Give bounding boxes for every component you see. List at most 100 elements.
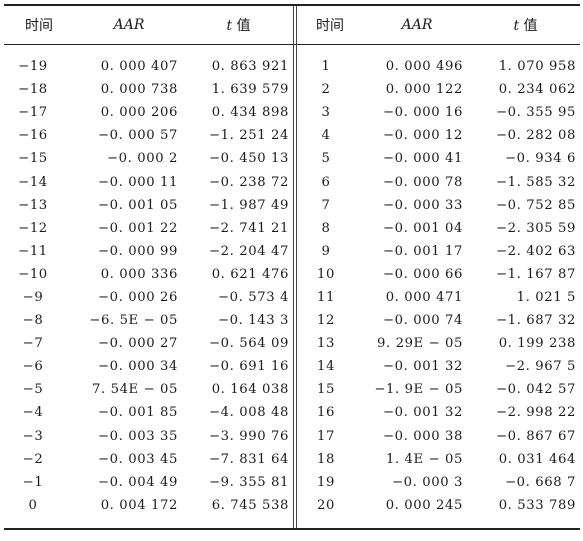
time-cell: −12 (18, 220, 48, 236)
time-cell: 0 (28, 497, 38, 513)
time-cell: −13 (18, 197, 48, 213)
aar-cell: −0. 001 04 (383, 220, 463, 236)
table-row: −4 −0. 001 85 −4. 008 48 (4, 401, 293, 424)
t-value-cell: 0. 031 464 (498, 451, 576, 467)
aar-cell: 0. 000 471 (385, 289, 463, 305)
table-row: 13 9. 29E − 05 0. 199 238 (297, 332, 580, 355)
t-value-cell: −0. 450 13 (209, 151, 289, 167)
time-cell: −1 (22, 474, 44, 490)
time-cell: −11 (18, 243, 48, 259)
aar-cell: 9. 29E − 05 (377, 336, 463, 352)
aar-cell: 0. 000 407 (100, 59, 178, 75)
table-row: −10 0. 000 336 0. 621 476 (4, 263, 293, 286)
t-value-cell: −0. 867 67 (496, 428, 576, 444)
table-row: 17 −0. 000 38 −0. 867 67 (297, 425, 580, 448)
t-value-cell: −2. 967 5 (505, 359, 576, 375)
header-aar: AAR (401, 17, 433, 33)
time-cell: −4 (22, 405, 44, 421)
table-row: −18 0. 000 738 1. 639 579 (4, 78, 293, 101)
aar-cell: −0. 000 11 (98, 174, 178, 190)
t-value-cell: −2. 305 59 (496, 220, 576, 236)
table-row: −7 −0. 000 27 −0. 564 09 (4, 332, 293, 355)
table-row: −1 −0. 004 49 −9. 355 81 (4, 471, 293, 494)
table-row: 6 −0. 000 78 −1. 585 32 (297, 170, 580, 193)
aar-cell: −0. 000 27 (98, 336, 178, 352)
aar-cell: −0. 000 99 (98, 243, 178, 259)
t-value-cell: −3. 990 76 (209, 428, 289, 444)
table-row: 1 0. 000 496 1. 070 958 (297, 55, 580, 78)
aar-cell: −1. 9E − 05 (374, 382, 463, 398)
time-cell: 4 (321, 128, 331, 144)
header-time: 时间 (25, 18, 53, 34)
t-value-cell: −4. 008 48 (209, 405, 289, 421)
header-t-symbol: t (513, 18, 520, 34)
table-row: −11 −0. 000 99 −2. 204 47 (4, 240, 293, 263)
table-row: −19 0. 000 407 0. 863 921 (4, 55, 293, 78)
time-cell: 18 (317, 451, 335, 467)
time-cell: −3 (22, 428, 44, 444)
aar-cell: −0. 000 3 (392, 474, 463, 490)
time-cell: 11 (317, 289, 335, 305)
aar-cell: −0. 000 26 (98, 289, 178, 305)
time-cell: 14 (317, 359, 335, 375)
time-cell: 15 (317, 382, 335, 398)
table-row: −6 −0. 000 34 −0. 691 16 (4, 355, 293, 378)
top-rule (4, 4, 580, 6)
table-row: 15 −1. 9E − 05 −0. 042 57 (297, 378, 580, 401)
table-row: −17 0. 000 206 0. 434 898 (4, 101, 293, 124)
time-cell: 3 (321, 105, 331, 121)
header-t-word: 值 (519, 18, 538, 34)
time-cell: 10 (317, 266, 335, 282)
table-row: −15 −0. 000 2 −0. 450 13 (4, 147, 293, 170)
t-value-cell: −0. 752 85 (496, 197, 576, 213)
time-cell: −14 (18, 174, 48, 190)
time-cell: −6 (22, 359, 44, 375)
table-row: 5 −0. 000 41 −0. 934 6 (297, 147, 580, 170)
aar-cell: −0. 000 2 (107, 151, 178, 167)
table-row: 2 0. 000 122 0. 234 062 (297, 78, 580, 101)
aar-cell: −0. 001 32 (383, 405, 463, 421)
time-cell: 13 (317, 336, 335, 352)
time-cell: 7 (321, 197, 331, 213)
double-divider-left-line (293, 6, 294, 528)
aar-cell: −0. 000 12 (383, 128, 463, 144)
time-cell: −18 (18, 82, 48, 98)
header-t-value: t 值 (471, 15, 580, 35)
t-value-cell: 1. 639 579 (211, 82, 289, 98)
time-cell: −8 (22, 313, 44, 329)
time-cell: −19 (18, 59, 48, 75)
table-row: 3 −0. 000 16 −0. 355 95 (297, 101, 580, 124)
bottom-rule (4, 528, 580, 530)
aar-cell: 0. 000 245 (385, 497, 463, 513)
table-row: −13 −0. 001 05 −1. 987 49 (4, 194, 293, 217)
aar-cell: −6. 5E − 05 (89, 313, 178, 329)
time-cell: −2 (22, 451, 44, 467)
aar-cell: −0. 001 22 (98, 220, 178, 236)
aar-cell: 0. 000 336 (100, 266, 178, 282)
aar-cell: −0. 001 85 (98, 405, 178, 421)
aar-cell: −0. 003 35 (98, 428, 178, 444)
table-row: 7 −0. 000 33 −0. 752 85 (297, 194, 580, 217)
table-row: −16 −0. 000 57 −1. 251 24 (4, 124, 293, 147)
left-half: 时间 AAR t 值 −19 0. 000 407 0. 863 921 −18 0. … (4, 6, 293, 517)
t-value-cell: −0. 282 08 (496, 128, 576, 144)
t-value-cell: −0. 355 95 (496, 105, 576, 121)
table-row: −9 −0. 000 26 −0. 573 4 (4, 286, 293, 309)
time-cell: 1 (321, 59, 331, 75)
t-value-cell: 0. 434 898 (211, 105, 289, 121)
header-time: 时间 (316, 18, 344, 34)
aar-cell: 0. 000 738 (100, 82, 178, 98)
header-aar: AAR (113, 17, 145, 33)
t-value-cell: −1. 987 49 (209, 197, 289, 213)
t-value-cell: −1. 251 24 (209, 128, 289, 144)
t-value-cell: −0. 691 16 (209, 359, 289, 375)
t-value-cell: −0. 238 72 (209, 174, 289, 190)
aar-cell: −0. 000 34 (98, 359, 178, 375)
header-rule (4, 44, 580, 45)
t-value-cell: −0. 042 57 (496, 382, 576, 398)
time-cell: 19 (317, 474, 335, 490)
aar-cell: −0. 000 16 (383, 105, 463, 121)
time-cell: 17 (317, 428, 335, 444)
t-value-cell: 6. 745 538 (211, 497, 289, 513)
table-row: −2 −0. 003 45 −7. 831 64 (4, 448, 293, 471)
